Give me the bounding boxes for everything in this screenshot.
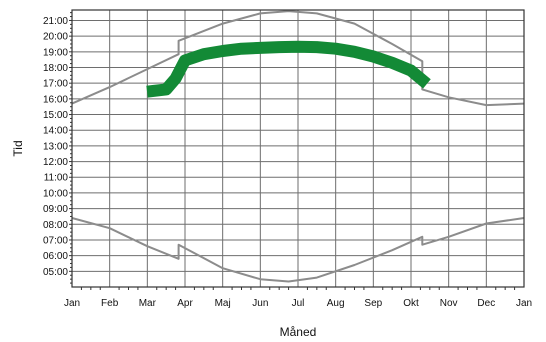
x-tick-label: Sep bbox=[364, 298, 382, 309]
y-tick-label: 18:00 bbox=[43, 63, 68, 74]
x-tick-label: Aug bbox=[327, 298, 345, 309]
x-tick-label: Nov bbox=[440, 298, 458, 309]
lower-time-curve bbox=[71, 217, 525, 283]
x-tick-label: Jan bbox=[64, 298, 80, 309]
y-tick-label: 12:00 bbox=[43, 157, 68, 168]
x-tick-label: Jun bbox=[252, 298, 268, 309]
y-tick-label: 17:00 bbox=[43, 79, 68, 90]
x-tick-label: Apr bbox=[177, 298, 193, 309]
x-tick-label: Feb bbox=[101, 298, 119, 309]
y-axis-title: Tid bbox=[11, 140, 25, 156]
x-tick-label: Jan bbox=[516, 298, 532, 309]
y-tick-label: 16:00 bbox=[43, 94, 68, 105]
y-tick-label: 10:00 bbox=[43, 188, 68, 199]
y-tick-label: 07:00 bbox=[43, 235, 68, 246]
y-tick-label: 08:00 bbox=[43, 220, 68, 231]
x-axis-title: Måned bbox=[280, 325, 317, 339]
y-tick-label: 13:00 bbox=[43, 141, 68, 152]
upper-time-curve bbox=[71, 10, 525, 107]
x-tick-label: Dec bbox=[477, 298, 495, 309]
x-tick-label: Mar bbox=[139, 298, 157, 309]
tick-marks bbox=[69, 12, 516, 290]
x-tick-label: Jul bbox=[292, 298, 305, 309]
grid-lines bbox=[72, 10, 524, 287]
y-tick-label: 06:00 bbox=[43, 251, 68, 262]
y-tick-label: 11:00 bbox=[44, 173, 69, 184]
x-tick-label: Okt bbox=[403, 298, 419, 309]
y-tick-label: 19:00 bbox=[43, 47, 68, 58]
green-band bbox=[146, 40, 431, 98]
y-tick-label: 20:00 bbox=[43, 32, 68, 43]
y-tick-label: 05:00 bbox=[43, 267, 68, 278]
y-axis-tick-labels: 05:00 06:00 07:00 08:00 09:00 10:00 11:00 12:00… bbox=[43, 16, 68, 278]
y-tick-label: 21:00 bbox=[43, 16, 68, 27]
y-tick-label: 15:00 bbox=[43, 110, 68, 121]
x-tick-label: Maj bbox=[215, 298, 231, 309]
y-tick-label: 09:00 bbox=[43, 204, 68, 215]
x-axis-tick-labels: Jan Feb Mar Apr Maj Jun Jul Aug Sep Okt Nov Dec Jan bbox=[64, 298, 532, 309]
y-tick-label: 14:00 bbox=[43, 126, 68, 137]
plot-frame bbox=[71, 9, 525, 288]
series-layer bbox=[71, 10, 525, 283]
